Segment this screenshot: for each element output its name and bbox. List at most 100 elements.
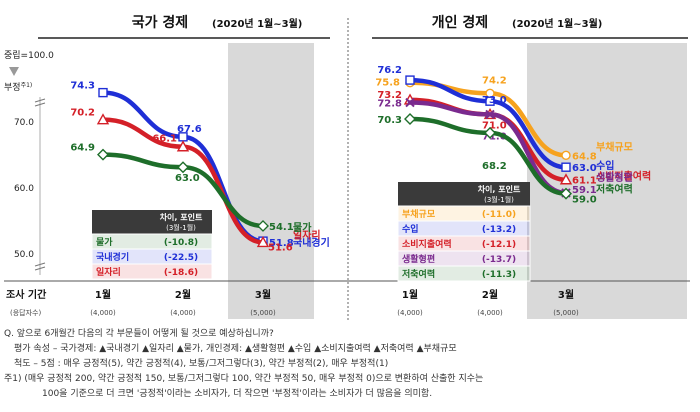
series-name-label: 소비지출여력 [596, 170, 651, 183]
table-header-text: 차이, 포인트 [160, 212, 203, 222]
square-marker [561, 162, 571, 172]
data-label: 64.9 [70, 143, 95, 154]
series-group: 64.9 63.0 54.1 물가 [70, 143, 312, 234]
data-label: 73.2 [377, 90, 402, 101]
table-row-value: (-10.8) [164, 238, 198, 248]
difference-table: 차이, 포인트(3월-1월) 부채규모 (-11.0) 수입 (-13.2) 소비지출여력… [397, 182, 531, 282]
diamond-marker [177, 161, 189, 174]
data-label: 66.1 [152, 134, 177, 145]
x-tick-label: 2월 [482, 289, 498, 301]
data-label: 72.8 [377, 99, 402, 110]
difference-table: 차이, 포인트(3월-1월) 물가 (-10.8) 국내경기 (-22.5) 일자리 (-1… [91, 210, 213, 280]
cross-marker [485, 109, 495, 120]
series-name-label: 국내경기 [293, 236, 330, 249]
data-label: 63.0 [572, 163, 597, 174]
sample-size-value: (5,000) [553, 309, 579, 317]
data-label: 70.3 [377, 115, 402, 126]
survey-period-label: 조사 기간 [6, 288, 47, 301]
data-label: 59.1 [572, 185, 597, 196]
series-line [100, 117, 266, 245]
x-tick-label: 2월 [175, 289, 191, 301]
data-label: 74.2 [482, 75, 507, 86]
survey-question: Q. 앞으로 6개월간 다음의 각 부문들이 어떻게 될 것으로 예상하십니까? [4, 329, 274, 339]
data-label: 61.1 [572, 176, 597, 187]
right-chart-title: 개인 경제 [432, 14, 488, 31]
series-name-label: 저축여력 [596, 183, 633, 196]
scale-note: 척도 – 5점 : 매우 긍정적(5), 약간 긍정적(4), 보통/그저그렇다… [14, 359, 389, 369]
table-header-bg [92, 210, 212, 234]
march-shade-right [527, 43, 687, 319]
y-tick-label: 70.0 [14, 118, 34, 128]
axis-break-top [34, 98, 46, 107]
table-row-name: 저축여력 [402, 268, 435, 280]
table-row-bg [397, 265, 531, 282]
square-marker [405, 75, 415, 85]
data-label: 59.0 [572, 195, 597, 206]
right-chart-subtitle: (2020년 1월~3월) [512, 17, 602, 30]
sample-size-value: (5,000) [250, 309, 276, 317]
data-label: 68.2 [482, 161, 507, 172]
y-tick-label: 60.0 [14, 184, 34, 194]
table-header-text: 차이, 포인트 [478, 184, 521, 194]
table-row-name: 일자리 [96, 266, 121, 278]
table-row-name: 부채규모 [402, 208, 436, 220]
x-tick-label: 1월 [95, 289, 111, 301]
diamond-marker [97, 148, 109, 161]
data-label: 74.3 [70, 81, 95, 92]
table-row-value: (-18.6) [164, 268, 198, 278]
index-note: 주1) (매우 긍정적 200, 약간 긍정적 150, 보통/그저그렇다 10… [4, 374, 484, 384]
diamond-marker [560, 187, 572, 200]
x-tick-label: 1월 [402, 289, 418, 301]
left-chart-title: 국가 경제 [132, 14, 188, 31]
data-label: 67.6 [177, 124, 202, 135]
series-name-label: 수입 [596, 159, 614, 172]
series-name-label: 생활형편 [596, 171, 633, 184]
square-marker [485, 96, 495, 106]
data-label: 71.0 [482, 120, 507, 131]
sample-size-label: (응답자수) [10, 308, 41, 317]
series-group: 76.2 73.0 63.0 수입 [377, 65, 614, 174]
table-row-value: (-13.7) [482, 255, 516, 265]
series-name-label: 물가 [293, 221, 312, 234]
left-chart-subtitle: (2020년 1월~3월) [212, 17, 302, 30]
data-label: 63.0 [175, 173, 200, 184]
table-row-value: (-12.1) [482, 240, 516, 250]
table-row-name: 수입 [402, 223, 419, 235]
march-shade-left [228, 43, 314, 319]
data-label: 73.0 [482, 95, 507, 106]
baseline-label: 중립=100.0 [4, 50, 54, 61]
table-row-value: (-11.0) [482, 210, 516, 220]
series-name-label: 부채규모 [596, 140, 633, 153]
table-header-bg [398, 182, 530, 206]
data-label: 51.6 [268, 242, 293, 253]
diamond-marker [484, 126, 496, 139]
sample-size-value: (4,000) [170, 309, 196, 317]
down-arrow-icon [9, 67, 19, 76]
triangle-marker [559, 173, 573, 185]
sample-size-value: (4,000) [477, 309, 503, 317]
x-tick-label: 3월 [255, 289, 271, 301]
diamond-marker [257, 219, 269, 232]
circle-marker [561, 150, 571, 161]
table-row-name: 국내경기 [96, 251, 129, 263]
x-tick-label: 3월 [558, 289, 574, 301]
data-label: 71.0 [482, 131, 507, 142]
triangle-marker [176, 140, 190, 152]
series-line [407, 100, 569, 196]
table-row-bg [91, 263, 213, 280]
sample-size-value: (4,000) [90, 309, 116, 317]
negative-label: 부정주1) [4, 82, 32, 93]
series-name-label: 일자리 [293, 228, 321, 241]
table-header-text: (3월-1월) [166, 223, 196, 232]
data-label: 51.8 [269, 238, 294, 249]
axis-break-bottom [34, 262, 46, 271]
attribute-note: 평가 속성 – 국가경제: ▲국내경기 ▲일자리 ▲물가, 개인경제: ▲생활형… [14, 344, 457, 354]
data-label: 64.8 [572, 151, 597, 162]
data-label: 75.8 [375, 78, 400, 89]
table-row-name: 소비지출여력 [402, 238, 452, 250]
table-row-value: (-22.5) [164, 253, 198, 263]
table-row-value: (-13.2) [482, 225, 516, 235]
table-row-value: (-11.3) [482, 270, 516, 280]
